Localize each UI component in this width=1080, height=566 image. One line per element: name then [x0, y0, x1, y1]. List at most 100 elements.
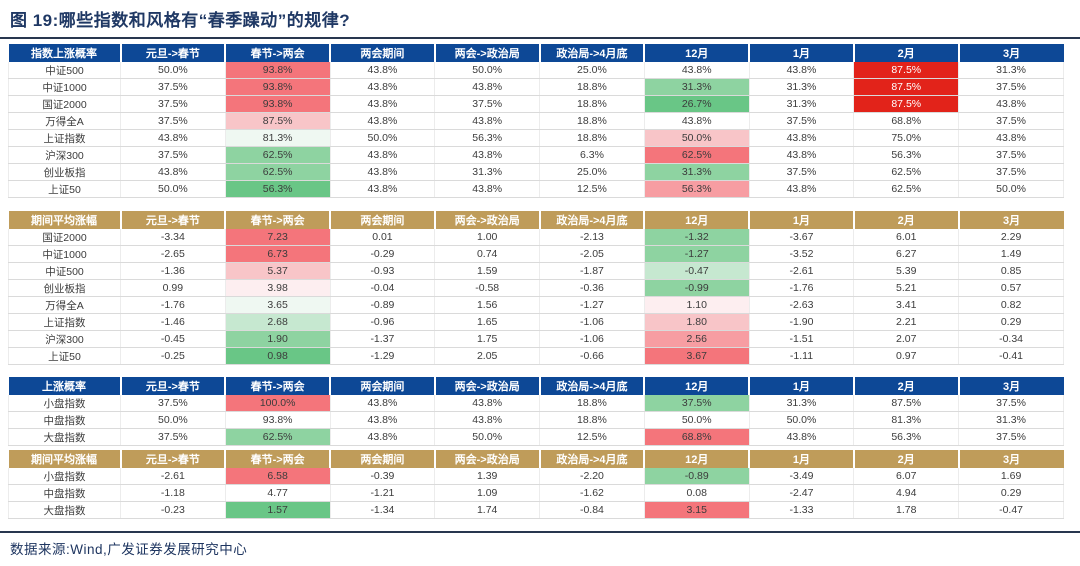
- value-cell: 2.68: [225, 313, 331, 331]
- value-cell: 43.8%: [749, 62, 855, 79]
- value-cell: 31.3%: [434, 163, 541, 181]
- column-header: 春节->两会: [225, 450, 332, 468]
- column-header: 政治局->4月底: [539, 44, 646, 62]
- value-cell: 50.0%: [644, 129, 750, 147]
- value-cell: -0.23: [120, 501, 226, 519]
- value-cell: -2.65: [120, 245, 226, 263]
- value-cell: 62.5%: [225, 428, 331, 446]
- value-cell: 1.57: [225, 501, 331, 519]
- value-cell: -1.46: [120, 313, 226, 331]
- row-label: 上证指数: [8, 129, 121, 147]
- value-cell: 37.5%: [958, 146, 1064, 164]
- table-row: 万得全A -1.76 3.65 -0.89 1.56 -1.27 1.10 -2.63 3.41…: [8, 296, 1064, 314]
- value-cell: 0.57: [958, 279, 1064, 297]
- table-row: 中证1000 37.5% 93.8% 43.8% 43.8% 18.8% 31.3% 31.3…: [8, 78, 1064, 96]
- value-cell: 87.5%: [853, 395, 960, 412]
- value-cell: -0.84: [539, 501, 645, 519]
- section-header: 上涨概率: [8, 377, 122, 395]
- value-cell: -0.89: [330, 296, 436, 314]
- row-label: 小盘指数: [8, 468, 121, 485]
- value-cell: 62.5%: [644, 146, 750, 164]
- row-label: 中证500: [8, 62, 121, 79]
- row-label: 国证2000: [8, 229, 121, 246]
- value-cell: -3.49: [749, 468, 855, 485]
- value-cell: 43.8%: [330, 78, 436, 96]
- value-cell: -2.47: [749, 484, 855, 502]
- value-cell: 68.8%: [853, 112, 960, 130]
- value-cell: 43.8%: [330, 163, 436, 181]
- value-cell: -0.96: [330, 313, 436, 331]
- value-cell: -1.32: [644, 229, 750, 246]
- column-header: 两会->政治局: [434, 44, 541, 62]
- column-header: 2月: [853, 44, 960, 62]
- value-cell: -1.18: [120, 484, 226, 502]
- value-cell: -1.37: [330, 330, 436, 348]
- value-cell: 6.3%: [539, 146, 645, 164]
- row-label: 国证2000: [8, 95, 121, 113]
- value-cell: -1.29: [330, 347, 436, 365]
- value-cell: 5.21: [853, 279, 960, 297]
- value-cell: 87.5%: [853, 78, 960, 96]
- value-cell: 1.75: [434, 330, 541, 348]
- table-row: 沪深300 37.5% 62.5% 43.8% 43.8% 6.3% 62.5% 43.8% 5…: [8, 146, 1064, 164]
- value-cell: 3.67: [644, 347, 750, 365]
- column-header: 3月: [958, 450, 1064, 468]
- row-label: 大盘指数: [8, 501, 121, 519]
- value-cell: 0.82: [958, 296, 1064, 314]
- row-label: 大盘指数: [8, 428, 121, 446]
- value-cell: 18.8%: [539, 112, 645, 130]
- column-header: 春节->两会: [225, 44, 332, 62]
- footer-rule: [0, 531, 1080, 533]
- value-cell: 43.8%: [120, 129, 226, 147]
- value-cell: 43.8%: [330, 62, 436, 79]
- value-cell: 43.8%: [749, 129, 855, 147]
- value-cell: 75.0%: [853, 129, 960, 147]
- column-header: 两会->政治局: [434, 377, 541, 395]
- value-cell: 62.5%: [225, 163, 331, 181]
- row-label: 沪深300: [8, 146, 121, 164]
- value-cell: 50.0%: [749, 411, 855, 429]
- heatmap-tables-container: 指数上涨概率 元旦->春节 春节->两会 两会期间 两会->政治局 政治局->4月底 12月…: [8, 44, 1064, 519]
- value-cell: 25.0%: [539, 62, 645, 79]
- column-header: 2月: [853, 450, 960, 468]
- value-cell: 43.8%: [644, 62, 750, 79]
- value-cell: 18.8%: [539, 395, 645, 412]
- value-cell: 18.8%: [539, 129, 645, 147]
- value-cell: 43.8%: [958, 129, 1064, 147]
- value-cell: 62.5%: [853, 180, 960, 198]
- header-row: 期间平均涨幅 元旦->春节 春节->两会 两会期间 两会->政治局 政治局->4月底 12月…: [8, 211, 1064, 229]
- value-cell: -2.05: [539, 245, 645, 263]
- value-cell: -2.63: [749, 296, 855, 314]
- value-cell: -1.33: [749, 501, 855, 519]
- column-header: 12月: [644, 44, 751, 62]
- value-cell: 37.5%: [644, 395, 750, 412]
- row-label: 中盘指数: [8, 411, 121, 429]
- column-header: 3月: [958, 211, 1064, 229]
- value-cell: 31.3%: [644, 78, 750, 96]
- value-cell: 56.3%: [225, 180, 331, 198]
- row-label: 万得全A: [8, 112, 121, 130]
- data-table-2: 期间平均涨幅 元旦->春节 春节->两会 两会期间 两会->政治局 政治局->4月底 12月…: [8, 211, 1064, 365]
- value-cell: 37.5%: [120, 428, 226, 446]
- value-cell: 43.8%: [434, 180, 541, 198]
- value-cell: 1.80: [644, 313, 750, 331]
- value-cell: -2.61: [120, 468, 226, 485]
- value-cell: 43.8%: [330, 180, 436, 198]
- value-cell: 1.09: [434, 484, 541, 502]
- value-cell: 25.0%: [539, 163, 645, 181]
- value-cell: 26.7%: [644, 95, 750, 113]
- value-cell: 50.0%: [644, 411, 750, 429]
- value-cell: 5.39: [853, 262, 960, 280]
- value-cell: -2.13: [539, 229, 645, 246]
- column-header: 元旦->春节: [120, 211, 227, 229]
- data-table-4: 期间平均涨幅 元旦->春节 春节->两会 两会期间 两会->政治局 政治局->4月底 12月…: [8, 450, 1064, 519]
- value-cell: 87.5%: [853, 95, 960, 113]
- table-row: 国证2000 37.5% 93.8% 43.8% 37.5% 18.8% 26.7% 31.3…: [8, 95, 1064, 113]
- value-cell: 1.78: [853, 501, 960, 519]
- value-cell: 1.69: [958, 468, 1064, 485]
- value-cell: 87.5%: [225, 112, 331, 130]
- section-header: 指数上涨概率: [8, 44, 122, 62]
- value-cell: 0.74: [434, 245, 541, 263]
- value-cell: -0.41: [958, 347, 1064, 365]
- column-header: 政治局->4月底: [539, 450, 646, 468]
